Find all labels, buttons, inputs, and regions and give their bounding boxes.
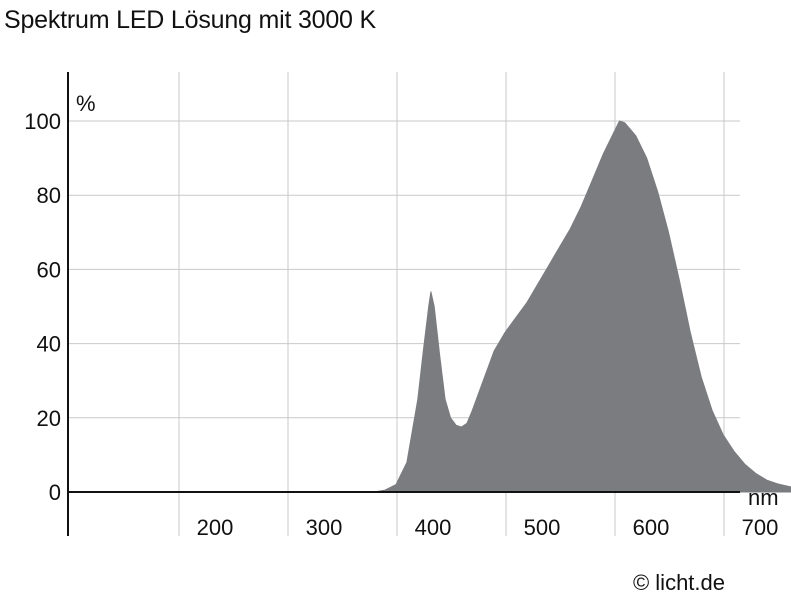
y-tick-label-60: 60 — [37, 257, 61, 282]
y-axis-unit: % — [76, 91, 96, 116]
x-axis-unit: nm — [748, 485, 779, 510]
x-tick-label-600: 600 — [633, 515, 670, 540]
y-tick-label-0: 0 — [49, 480, 61, 505]
copyright-credit: © licht.de — [632, 570, 725, 595]
y-tick-label-20: 20 — [37, 406, 61, 431]
chart-title: Spektrum LED Lösung mit 3000 K — [4, 6, 376, 34]
y-tick-label-100: 100 — [24, 109, 61, 134]
y-tick-label-80: 80 — [37, 183, 61, 208]
x-tick-label-300: 300 — [306, 515, 343, 540]
x-tick-label-500: 500 — [524, 515, 561, 540]
x-tick-label-200: 200 — [197, 515, 234, 540]
spectrum-area — [373, 120, 791, 493]
x-tick-label-400: 400 — [415, 515, 452, 540]
x-tick-label-700: 700 — [742, 515, 779, 540]
y-tick-label-40: 40 — [37, 332, 61, 357]
